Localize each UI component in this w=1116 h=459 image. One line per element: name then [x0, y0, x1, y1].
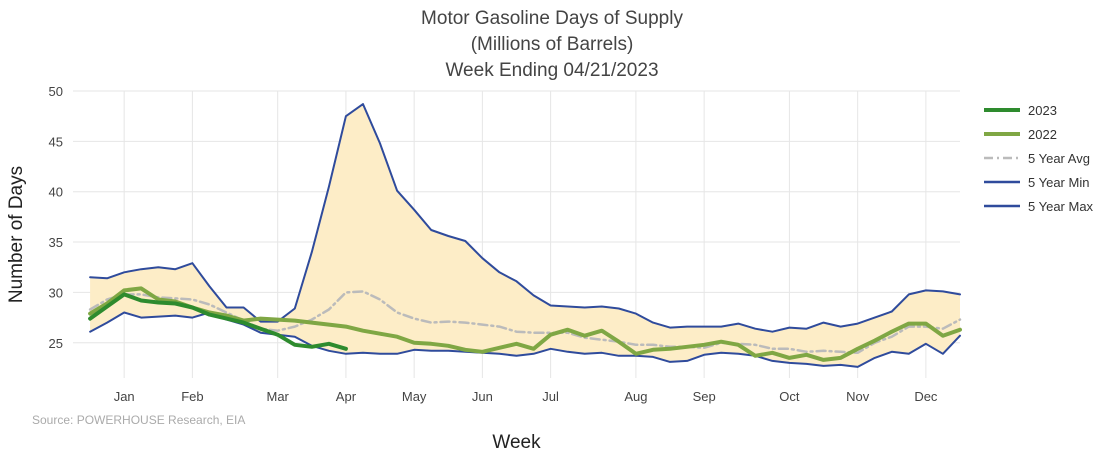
x-tick-label: Jan	[114, 389, 135, 404]
x-tick-label: Nov	[846, 389, 870, 404]
y-tick-label: 30	[49, 285, 63, 300]
chart-title-line: (Millions of Barrels)	[471, 34, 634, 55]
x-tick-label: May	[402, 389, 427, 404]
y-tick-label: 50	[49, 84, 63, 99]
chart-title-line: Week Ending 04/21/2023	[445, 60, 658, 81]
y-tick-label: 35	[49, 235, 63, 250]
y-axis-ticks: 25 30 35 40 45 50	[49, 84, 63, 351]
legend-item[interactable]: 5 Year Min	[984, 175, 1089, 190]
legend-label: 5 Year Min	[1028, 175, 1089, 190]
source-note: Source: POWERHOUSE Research, EIA	[32, 413, 245, 427]
legend-label: 5 Year Avg	[1028, 151, 1090, 166]
band-area	[90, 104, 961, 367]
legend-label: 2022	[1028, 127, 1057, 142]
legend-label: 2023	[1028, 103, 1057, 118]
x-tick-label: Dec	[914, 389, 938, 404]
x-tick-label: Jun	[472, 389, 493, 404]
legend-item[interactable]: 2023	[984, 103, 1057, 118]
y-tick-label: 45	[49, 134, 63, 149]
series-line-2022	[88, 286, 962, 362]
legend-label: 5 Year Max	[1028, 199, 1094, 214]
legend-item[interactable]: 5 Year Max	[984, 199, 1094, 214]
chart-title-line: Motor Gasoline Days of Supply	[421, 8, 683, 29]
x-tick-label: Oct	[779, 389, 800, 404]
chart-title: Motor Gasoline Days of Supply (Millions o…	[421, 8, 683, 81]
legend-item[interactable]: 5 Year Avg	[984, 151, 1090, 166]
x-axis-ticks: Jan Feb Mar Apr May Jun Jul Aug Sep Oct Nov Dec	[114, 389, 938, 404]
series-lines	[88, 103, 962, 368]
legend-item[interactable]: 2022	[984, 127, 1057, 142]
legend[interactable]: 2023 2022 5 Year Avg 5 Year Min 5 Year Max	[984, 103, 1094, 214]
y-tick-label: 40	[49, 185, 63, 200]
y-axis-title: Number of Days	[6, 166, 27, 303]
x-tick-label: Mar	[266, 389, 289, 404]
x-axis-title: Week	[492, 432, 541, 453]
x-tick-label: Feb	[181, 389, 203, 404]
x-tick-label: Apr	[336, 389, 357, 404]
x-tick-label: Aug	[624, 389, 647, 404]
series-line-2023	[88, 292, 348, 351]
series-line-5-year-max	[89, 103, 961, 333]
y-tick-label: 25	[49, 336, 63, 351]
x-tick-label: Jul	[542, 389, 559, 404]
min-max-band	[90, 104, 961, 367]
x-tick-label: Sep	[693, 389, 716, 404]
